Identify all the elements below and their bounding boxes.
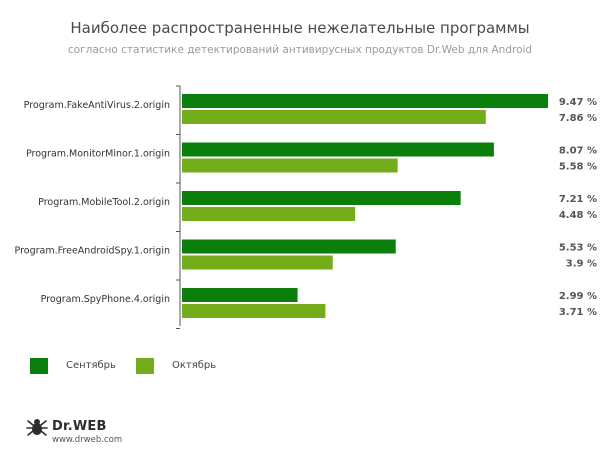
bar-october bbox=[182, 158, 398, 173]
legend-swatch-september bbox=[30, 358, 48, 374]
bar-september bbox=[182, 239, 396, 254]
legend-swatch-october bbox=[136, 358, 154, 374]
bar-september bbox=[182, 142, 494, 157]
data-label: 9.47 % bbox=[559, 97, 597, 108]
bar-september bbox=[182, 94, 548, 108]
bar-september bbox=[182, 288, 298, 302]
bar-september bbox=[182, 191, 461, 205]
bar-october bbox=[182, 110, 486, 124]
logo-url: www.drweb.com bbox=[52, 435, 123, 445]
spider-icon bbox=[26, 419, 48, 436]
data-label: 8.07 % bbox=[559, 146, 597, 157]
data-label: 3.9 % bbox=[566, 259, 597, 270]
data-label: 7.86 % bbox=[559, 113, 597, 124]
bar-october bbox=[182, 255, 333, 270]
legend-label-september: Сентябрь bbox=[66, 360, 116, 371]
chart-subtitle: согласно статистике детектирований антив… bbox=[67, 44, 533, 56]
logo-name: Dr.WEB bbox=[52, 419, 107, 434]
data-label: 2.99 % bbox=[559, 291, 597, 302]
category-label: Program.FreeAndroidSpy.1.origin bbox=[15, 246, 170, 257]
data-label: 5.53 % bbox=[559, 243, 597, 254]
data-label: 3.71 % bbox=[559, 307, 597, 318]
bar-october bbox=[182, 304, 326, 318]
category-label: Program.MonitorMinor.1.origin bbox=[26, 149, 170, 160]
chart-title: Наиболее распространенные нежелательные … bbox=[70, 19, 530, 37]
legend-label-october: Октябрь bbox=[172, 360, 217, 371]
category-label: Program.SpyPhone.4.origin bbox=[41, 294, 170, 305]
category-label: Program.MobileTool.2.origin bbox=[38, 197, 170, 208]
data-label: 5.58 % bbox=[559, 162, 597, 173]
category-label: Program.FakeAntiVirus.2.origin bbox=[24, 100, 170, 111]
data-label: 4.48 % bbox=[559, 210, 597, 221]
bar-october bbox=[182, 207, 356, 221]
data-label: 7.21 % bbox=[559, 194, 597, 205]
